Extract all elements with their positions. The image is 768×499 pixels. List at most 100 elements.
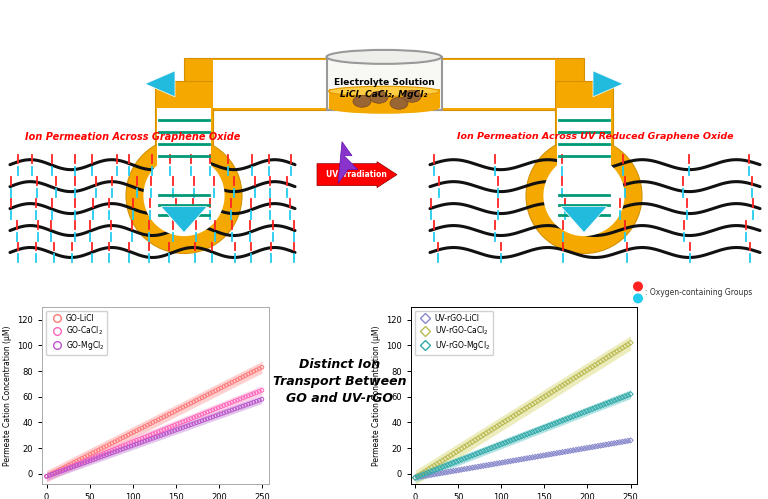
Point xyxy=(133,425,145,433)
Point xyxy=(68,463,80,471)
Ellipse shape xyxy=(370,91,388,103)
Point xyxy=(591,442,604,450)
Point xyxy=(561,415,574,423)
Point xyxy=(182,401,194,409)
Point xyxy=(515,433,528,441)
Point xyxy=(524,429,536,437)
Circle shape xyxy=(633,293,643,303)
Point xyxy=(556,382,568,390)
Point xyxy=(256,363,268,371)
Point xyxy=(87,456,99,464)
Point xyxy=(220,408,233,416)
Point xyxy=(114,435,126,443)
Point xyxy=(193,418,205,426)
Point xyxy=(589,361,601,369)
Point xyxy=(48,469,61,477)
Point xyxy=(434,470,446,478)
Point xyxy=(98,443,110,451)
Text: : Oxygen-containing Groups: : Oxygen-containing Groups xyxy=(645,288,752,297)
Point xyxy=(464,440,476,448)
Point xyxy=(144,420,156,428)
Point xyxy=(531,453,544,461)
Point xyxy=(581,444,593,452)
Point xyxy=(480,446,492,454)
Point xyxy=(505,437,517,445)
Point xyxy=(442,468,454,476)
Point xyxy=(237,402,249,410)
Point xyxy=(152,432,164,440)
Point xyxy=(575,409,588,417)
Polygon shape xyxy=(145,71,175,97)
Point xyxy=(108,448,121,456)
Point xyxy=(242,392,254,400)
FancyArrow shape xyxy=(317,162,397,188)
Point xyxy=(545,421,558,429)
Point xyxy=(81,458,94,466)
Point xyxy=(521,454,533,462)
Point xyxy=(78,453,91,461)
Point xyxy=(510,411,522,419)
Point xyxy=(445,468,457,476)
Point xyxy=(108,445,121,453)
Point xyxy=(166,422,178,430)
Point xyxy=(144,431,156,439)
Point xyxy=(578,408,591,416)
Point xyxy=(73,461,85,469)
Point xyxy=(507,436,519,444)
Point xyxy=(452,466,465,474)
Point xyxy=(234,395,247,403)
Point xyxy=(136,438,148,446)
Point xyxy=(144,435,156,443)
Point xyxy=(611,396,623,404)
Point xyxy=(529,427,541,435)
Point xyxy=(515,407,528,415)
Point xyxy=(518,405,531,413)
Point xyxy=(586,443,598,451)
Point xyxy=(455,456,468,464)
Point xyxy=(573,371,585,379)
Point xyxy=(529,399,541,407)
Point xyxy=(477,431,489,439)
Point xyxy=(505,414,517,422)
Point xyxy=(461,465,473,473)
Point xyxy=(196,410,208,418)
Point xyxy=(177,424,189,432)
Point xyxy=(507,412,519,420)
Ellipse shape xyxy=(526,138,642,253)
Point xyxy=(76,455,88,463)
Point xyxy=(434,464,446,472)
Point xyxy=(212,404,224,412)
Point xyxy=(431,465,443,473)
Point xyxy=(608,349,621,357)
Y-axis label: Permeate Cation Concentration (μM): Permeate Cation Concentration (μM) xyxy=(3,325,12,466)
Point xyxy=(136,434,148,442)
Point xyxy=(540,451,552,459)
Point xyxy=(103,441,115,449)
Ellipse shape xyxy=(126,138,242,253)
Point xyxy=(152,428,164,436)
Point xyxy=(57,464,69,472)
Point xyxy=(554,418,566,426)
Point xyxy=(133,435,145,443)
Point xyxy=(84,455,96,463)
Point xyxy=(114,446,126,454)
Point xyxy=(41,473,53,481)
Point xyxy=(253,387,265,395)
Point xyxy=(177,418,189,426)
Point xyxy=(603,440,615,448)
Polygon shape xyxy=(561,207,607,233)
Point xyxy=(598,356,610,364)
Text: Ion Permeation Across Graphene Oxide: Ion Permeation Across Graphene Oxide xyxy=(25,132,240,142)
Point xyxy=(521,430,533,438)
Point xyxy=(90,448,102,456)
Point xyxy=(512,409,525,417)
Point xyxy=(157,426,170,434)
Point xyxy=(103,450,115,458)
Point xyxy=(111,447,124,455)
Point xyxy=(127,428,140,436)
Point xyxy=(496,459,508,467)
Point xyxy=(603,352,615,360)
Point xyxy=(229,377,241,385)
Point xyxy=(578,445,591,453)
Point xyxy=(125,430,137,438)
